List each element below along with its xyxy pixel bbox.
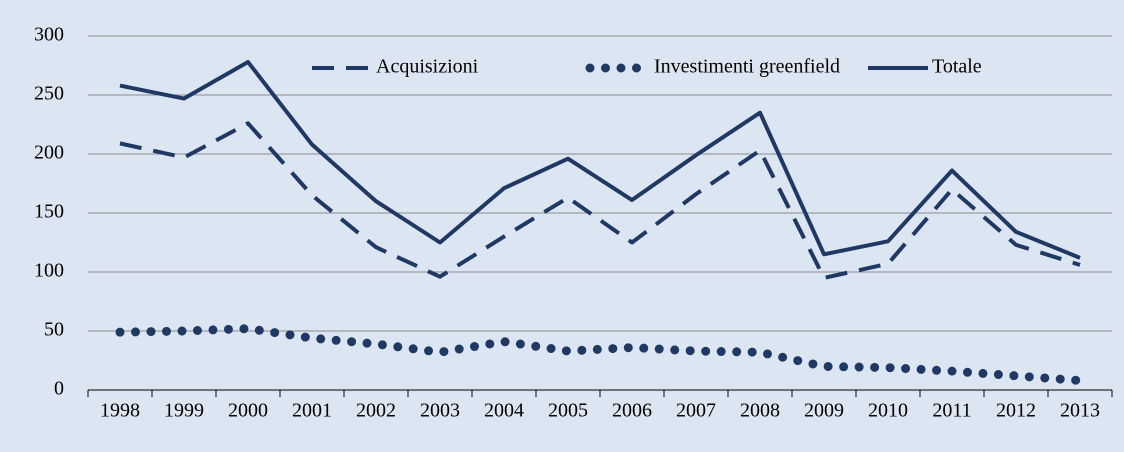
y-tick-label: 0 <box>54 378 64 400</box>
x-tick-label: 2002 <box>356 400 396 422</box>
x-tick-label: 2000 <box>228 400 268 422</box>
x-tick-label: 2007 <box>676 400 716 422</box>
y-tick-label: 250 <box>34 83 64 105</box>
x-tick-label: 2010 <box>868 400 908 422</box>
y-tick-label: 150 <box>34 201 64 223</box>
legend-label: Totale <box>932 56 982 78</box>
x-tick-label: 1999 <box>164 400 204 422</box>
y-tick-label: 50 <box>44 319 64 341</box>
x-tick-label: 2013 <box>1060 400 1100 422</box>
y-tick-label: 100 <box>34 260 64 282</box>
x-tick-label: 1998 <box>100 400 140 422</box>
x-tick-label: 2011 <box>932 400 971 422</box>
line <box>119 121 1081 280</box>
y-tick-label: 200 <box>34 142 64 164</box>
y-tick-label: 300 <box>34 24 64 46</box>
x-tick-label: 2001 <box>292 400 332 422</box>
line <box>115 324 1085 386</box>
line <box>119 59 1081 260</box>
x-tick-label: 2008 <box>740 400 780 422</box>
x-tick-label: 2006 <box>612 400 652 422</box>
x-tick-label: 2012 <box>996 400 1036 422</box>
x-tick-label: 2003 <box>420 400 460 422</box>
x-tick-label: 2005 <box>548 400 588 422</box>
legend-label: Acquisizioni <box>376 56 479 78</box>
x-tick-label: 2004 <box>484 400 524 422</box>
x-tick-label: 2009 <box>804 400 844 422</box>
legend-label: Investimenti greenfield <box>654 56 840 78</box>
